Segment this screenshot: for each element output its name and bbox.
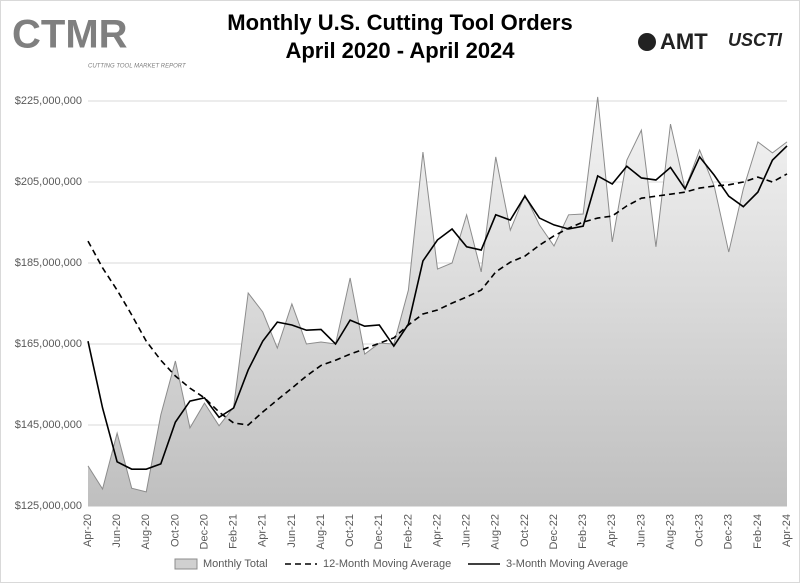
x-tick-label: Oct-22 [519,514,531,547]
y-tick-label: $125,000,000 [15,500,82,512]
chart-subtitle: April 2020 - April 2024 [285,38,515,63]
x-tick-label: Aug-20 [140,514,152,549]
x-tick-label: Jun-22 [461,514,473,548]
logo-left-caption: CUTTING TOOL MARKET REPORT [88,64,187,70]
logo-icon [638,33,656,51]
x-tick-label: Dec-22 [548,514,560,549]
x-tick-label: Apr-20 [82,514,94,547]
legend-label: 12-Month Moving Average [323,558,451,570]
x-tick-label: Dec-21 [373,514,385,549]
logo-right-2: USCTI [728,30,783,50]
x-tick-label: Aug-22 [490,514,502,549]
x-tick-label: Apr-24 [781,514,793,547]
x-tick-label: Dec-23 [723,514,735,549]
x-tick-label: Feb-24 [752,514,764,549]
logo-left: CTMR [12,13,128,57]
line [87,173,788,426]
x-tick-label: Apr-22 [431,514,443,547]
x-tick-label: Oct-20 [169,514,181,547]
x-tick-label: Apr-23 [606,514,618,547]
x-tick-label: Jun-21 [286,514,298,548]
legend-label: Monthly Total [203,558,268,570]
x-tick-label: Apr-21 [257,514,269,547]
x-tick-label: Aug-23 [664,514,676,549]
x-tick-label: Feb-23 [577,514,589,549]
x-tick-label: Oct-23 [694,514,706,547]
legend-swatch [174,558,198,570]
y-tick-label: $205,000,000 [15,176,82,188]
x-tick-label: Aug-21 [315,514,327,549]
x-tick-label: Feb-22 [402,514,414,549]
x-tick-label: Dec-20 [198,514,210,549]
y-tick-label: $185,000,000 [15,257,82,269]
area-line [87,96,788,493]
legend-label: 3-Month Moving Average [506,558,628,570]
area [88,96,787,506]
x-tick-label: Oct-21 [344,514,356,547]
logo-right: AMT [660,29,708,54]
y-tick-label: $145,000,000 [15,419,82,431]
chart-title: Monthly U.S. Cutting Tool Orders [227,10,572,35]
y-tick-label: $165,000,000 [15,338,82,350]
x-tick-label: Jun-23 [635,514,647,548]
x-tick-label: Jun-20 [111,514,123,548]
y-tick-label: $225,000,000 [15,95,82,107]
line [87,145,788,470]
x-tick-label: Feb-21 [228,514,240,549]
